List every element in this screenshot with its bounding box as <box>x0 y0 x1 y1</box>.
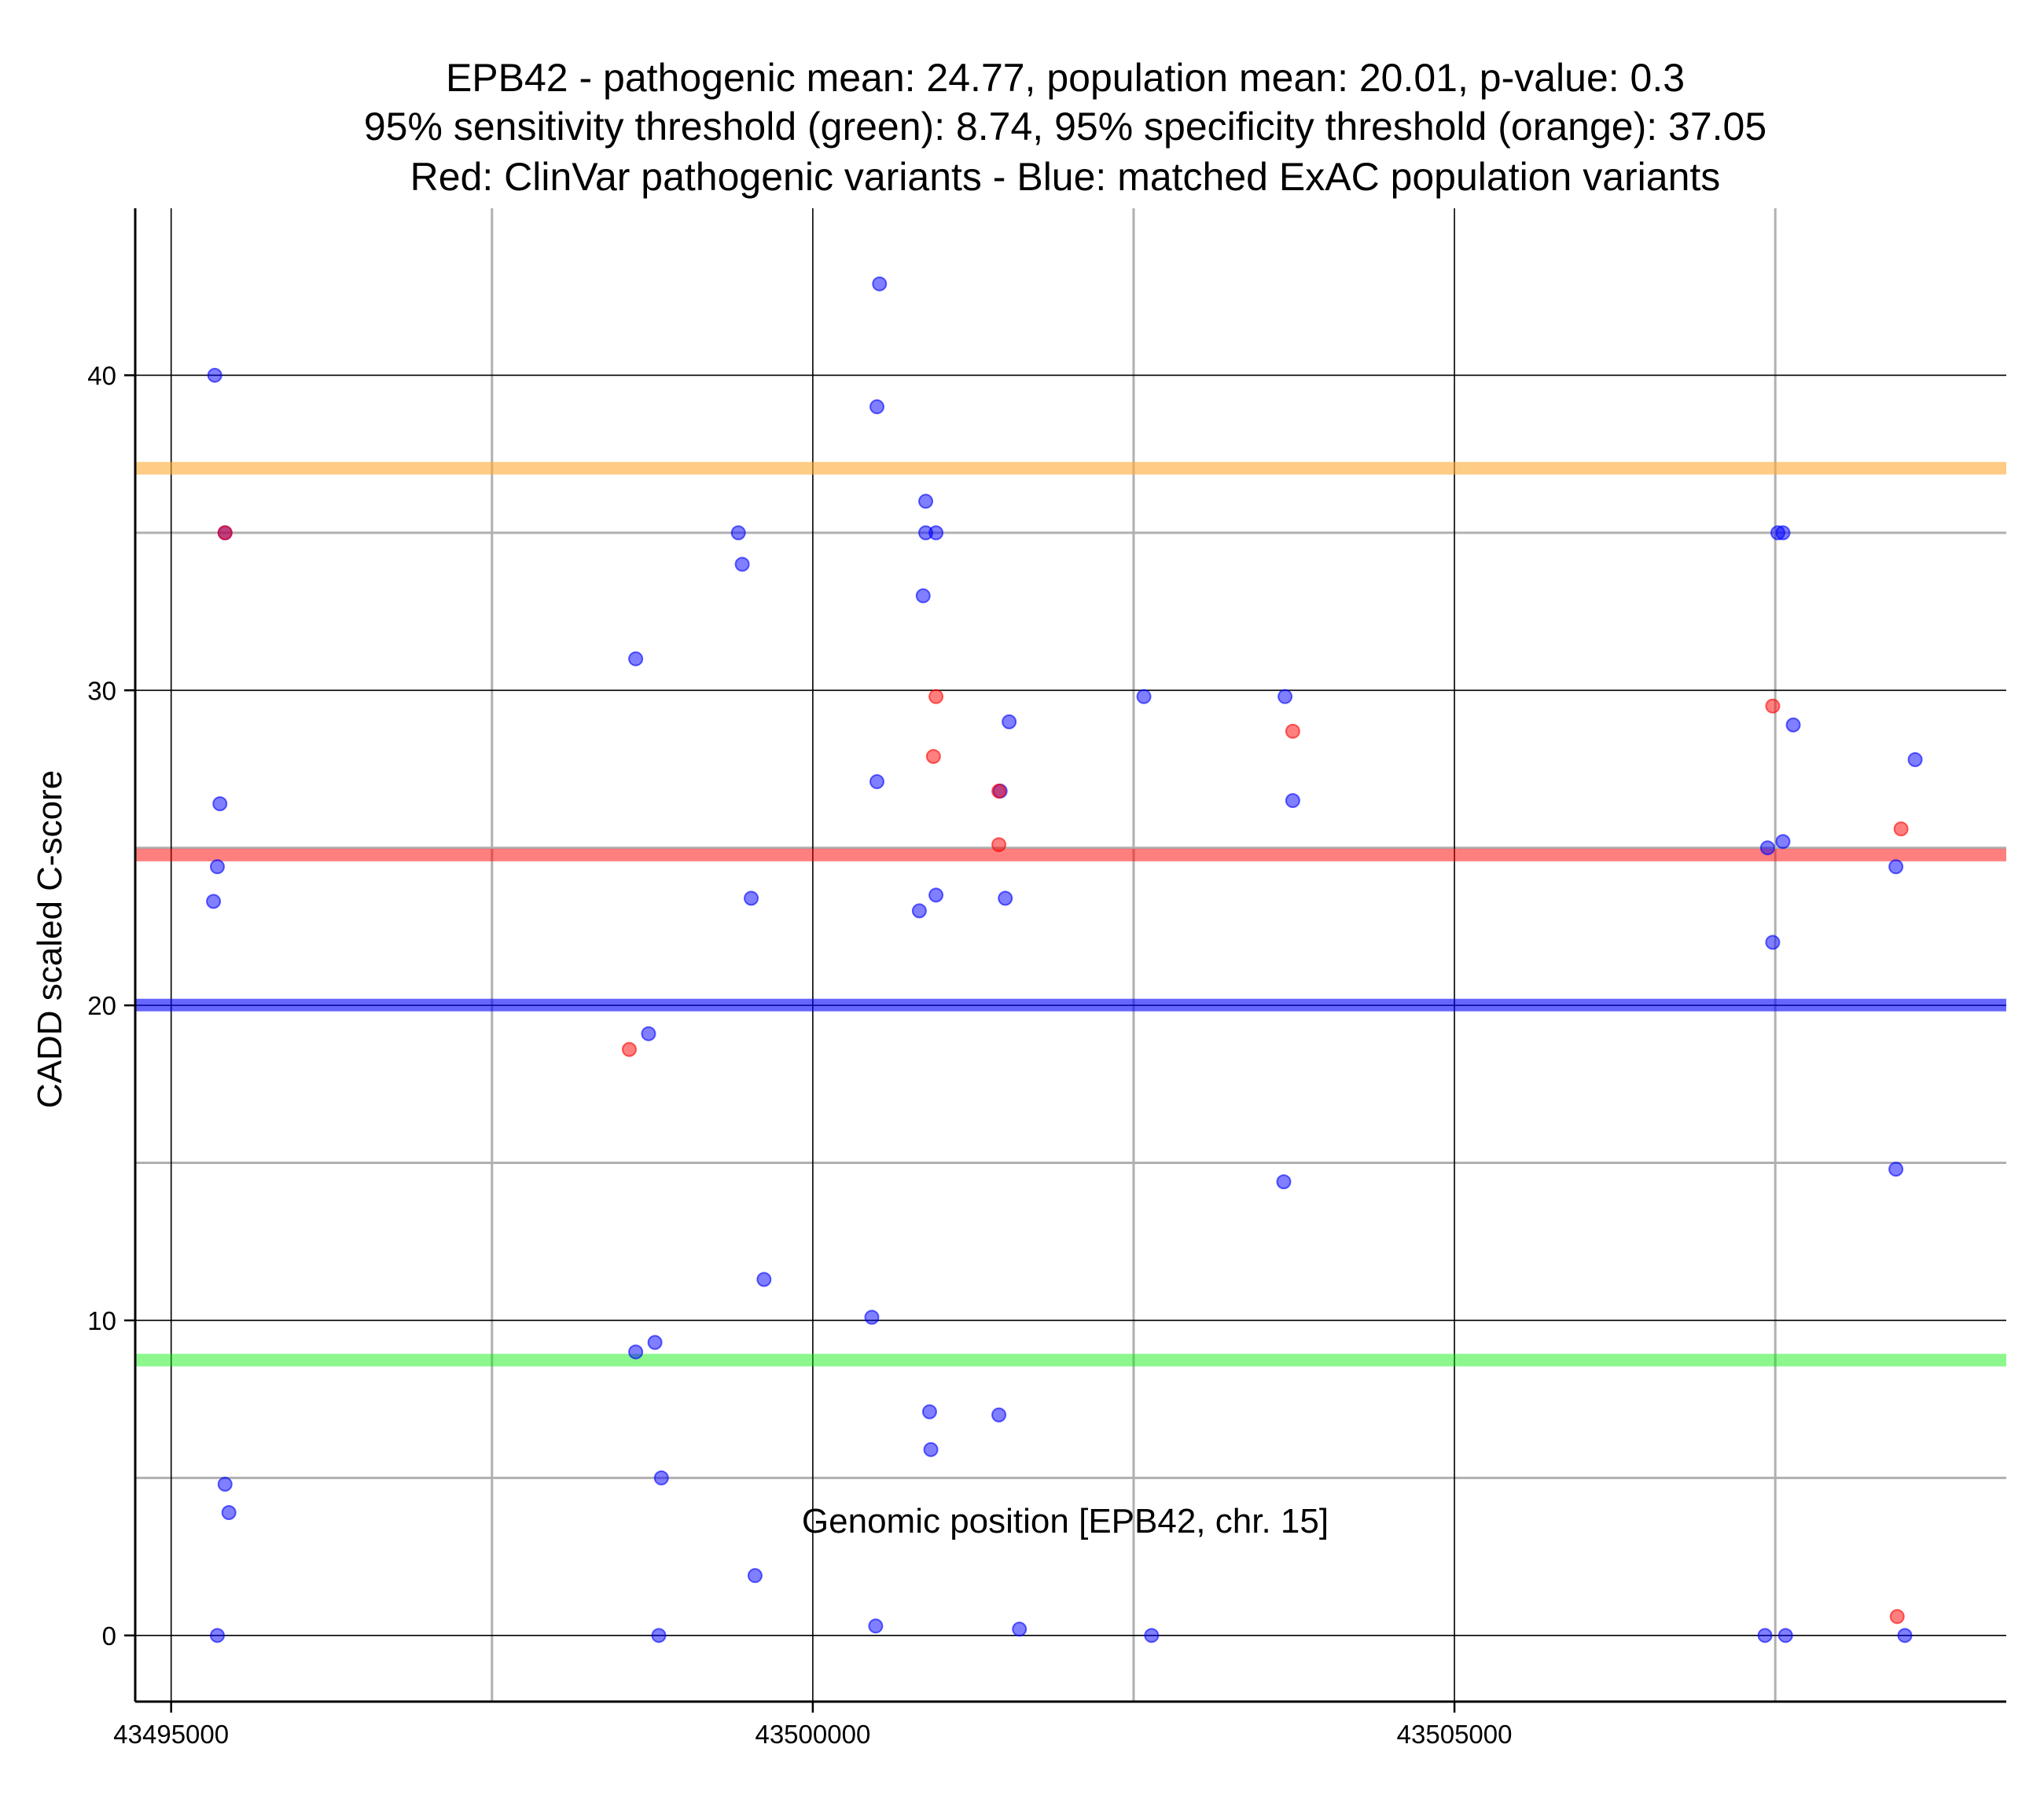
pathogenic-point-3 <box>925 748 941 764</box>
population-point-52 <box>1888 1162 1904 1177</box>
population-point-40 <box>1285 793 1300 809</box>
population-point-50 <box>1907 751 1923 767</box>
population-point-5 <box>217 1476 233 1492</box>
pathogenic-point-5 <box>991 837 1007 853</box>
population-point-8 <box>628 651 644 666</box>
grid-lines <box>135 208 2006 1702</box>
population-point-23 <box>868 1618 884 1634</box>
title-line-1: EPB42 - pathogenic mean: 24.77, populati… <box>446 56 1685 100</box>
population-point-46 <box>1759 840 1775 856</box>
population-point-33 <box>1002 714 1017 729</box>
population-point-38 <box>1144 1628 1160 1643</box>
population-point-15 <box>734 556 750 572</box>
pathogenic-point-1 <box>621 1041 637 1057</box>
population-point-6 <box>221 1504 237 1520</box>
population-point-13 <box>651 1628 667 1643</box>
pathogenic-point-4 <box>991 784 1007 799</box>
x-tick-label-2: 43505000 <box>1397 1720 1513 1749</box>
population-point-7 <box>209 1628 225 1643</box>
population-point-36 <box>1012 1621 1028 1637</box>
population-point-51 <box>1888 859 1904 875</box>
population-point-35 <box>991 1407 1007 1423</box>
pathogenic-point-0 <box>217 525 233 541</box>
population-point-30 <box>921 1404 937 1419</box>
axes <box>134 208 2006 1703</box>
pathogenic-point-6 <box>1285 723 1300 739</box>
population-point-29 <box>911 903 927 919</box>
y-axis-label: CADD scaled C-score <box>31 770 69 1108</box>
population-point-22 <box>864 1309 880 1325</box>
population-point-11 <box>647 1335 663 1350</box>
population-point-10 <box>628 1344 644 1360</box>
population-point-45 <box>1775 834 1791 850</box>
population-point-37 <box>1136 689 1152 704</box>
population-point-27 <box>915 588 931 604</box>
population-point-18 <box>747 1568 763 1584</box>
x-tick-label-0: 43495000 <box>113 1720 229 1749</box>
population-point-26 <box>928 525 944 541</box>
threshold-lines <box>135 461 2006 1367</box>
population-point-16 <box>744 890 759 906</box>
title-line-2: 95% sensitivity threshold (green): 8.74,… <box>364 105 1766 149</box>
population-point-14 <box>730 525 746 541</box>
pathogenic-point-2 <box>928 689 944 704</box>
pathogenic-point-8 <box>1893 821 1909 837</box>
population-point-17 <box>756 1272 772 1287</box>
population-point-12 <box>653 1470 669 1485</box>
data-points <box>206 276 1923 1643</box>
population-point-20 <box>869 399 885 415</box>
chart-title: EPB42 - pathogenic mean: 24.77, populati… <box>364 56 1766 199</box>
population-point-9 <box>641 1026 656 1041</box>
population-point-39 <box>1278 689 1293 704</box>
population-point-0 <box>207 367 222 383</box>
population-point-49 <box>1777 1628 1793 1643</box>
population-point-41 <box>1276 1174 1292 1190</box>
population-point-34 <box>998 890 1013 906</box>
tick-labels: 43495000 43500000 43505000 0 10 20 30 40 <box>87 361 1512 1749</box>
x-tick-label-1: 43500000 <box>755 1720 870 1749</box>
y-tick-label-4: 40 <box>87 361 116 390</box>
population-point-53 <box>1897 1628 1913 1643</box>
y-tick-label-3: 30 <box>87 676 116 705</box>
population-point-24 <box>918 494 934 509</box>
population-point-48 <box>1757 1628 1773 1643</box>
population-point-3 <box>209 859 225 875</box>
y-tick-label-1: 10 <box>87 1306 116 1335</box>
population-point-4 <box>206 894 222 909</box>
pathogenic-point-9 <box>1889 1609 1905 1625</box>
population-point-2 <box>212 796 228 812</box>
population-point-44 <box>1785 717 1801 733</box>
population-point-31 <box>923 1441 939 1457</box>
x-axis-label: Genomic position [EPB42, chr. 15] <box>802 1502 1329 1540</box>
population-point-47 <box>1765 935 1781 950</box>
y-tick-label-0: 0 <box>102 1621 116 1651</box>
population-point-43 <box>1775 525 1791 541</box>
pathogenic-point-7 <box>1765 698 1781 714</box>
population-point-19 <box>872 276 888 292</box>
title-line-3: Red: ClinVar pathogenic variants - Blue:… <box>410 155 1721 199</box>
population-point-28 <box>928 887 944 903</box>
population-point-21 <box>869 774 885 790</box>
y-tick-label-2: 20 <box>87 991 116 1020</box>
